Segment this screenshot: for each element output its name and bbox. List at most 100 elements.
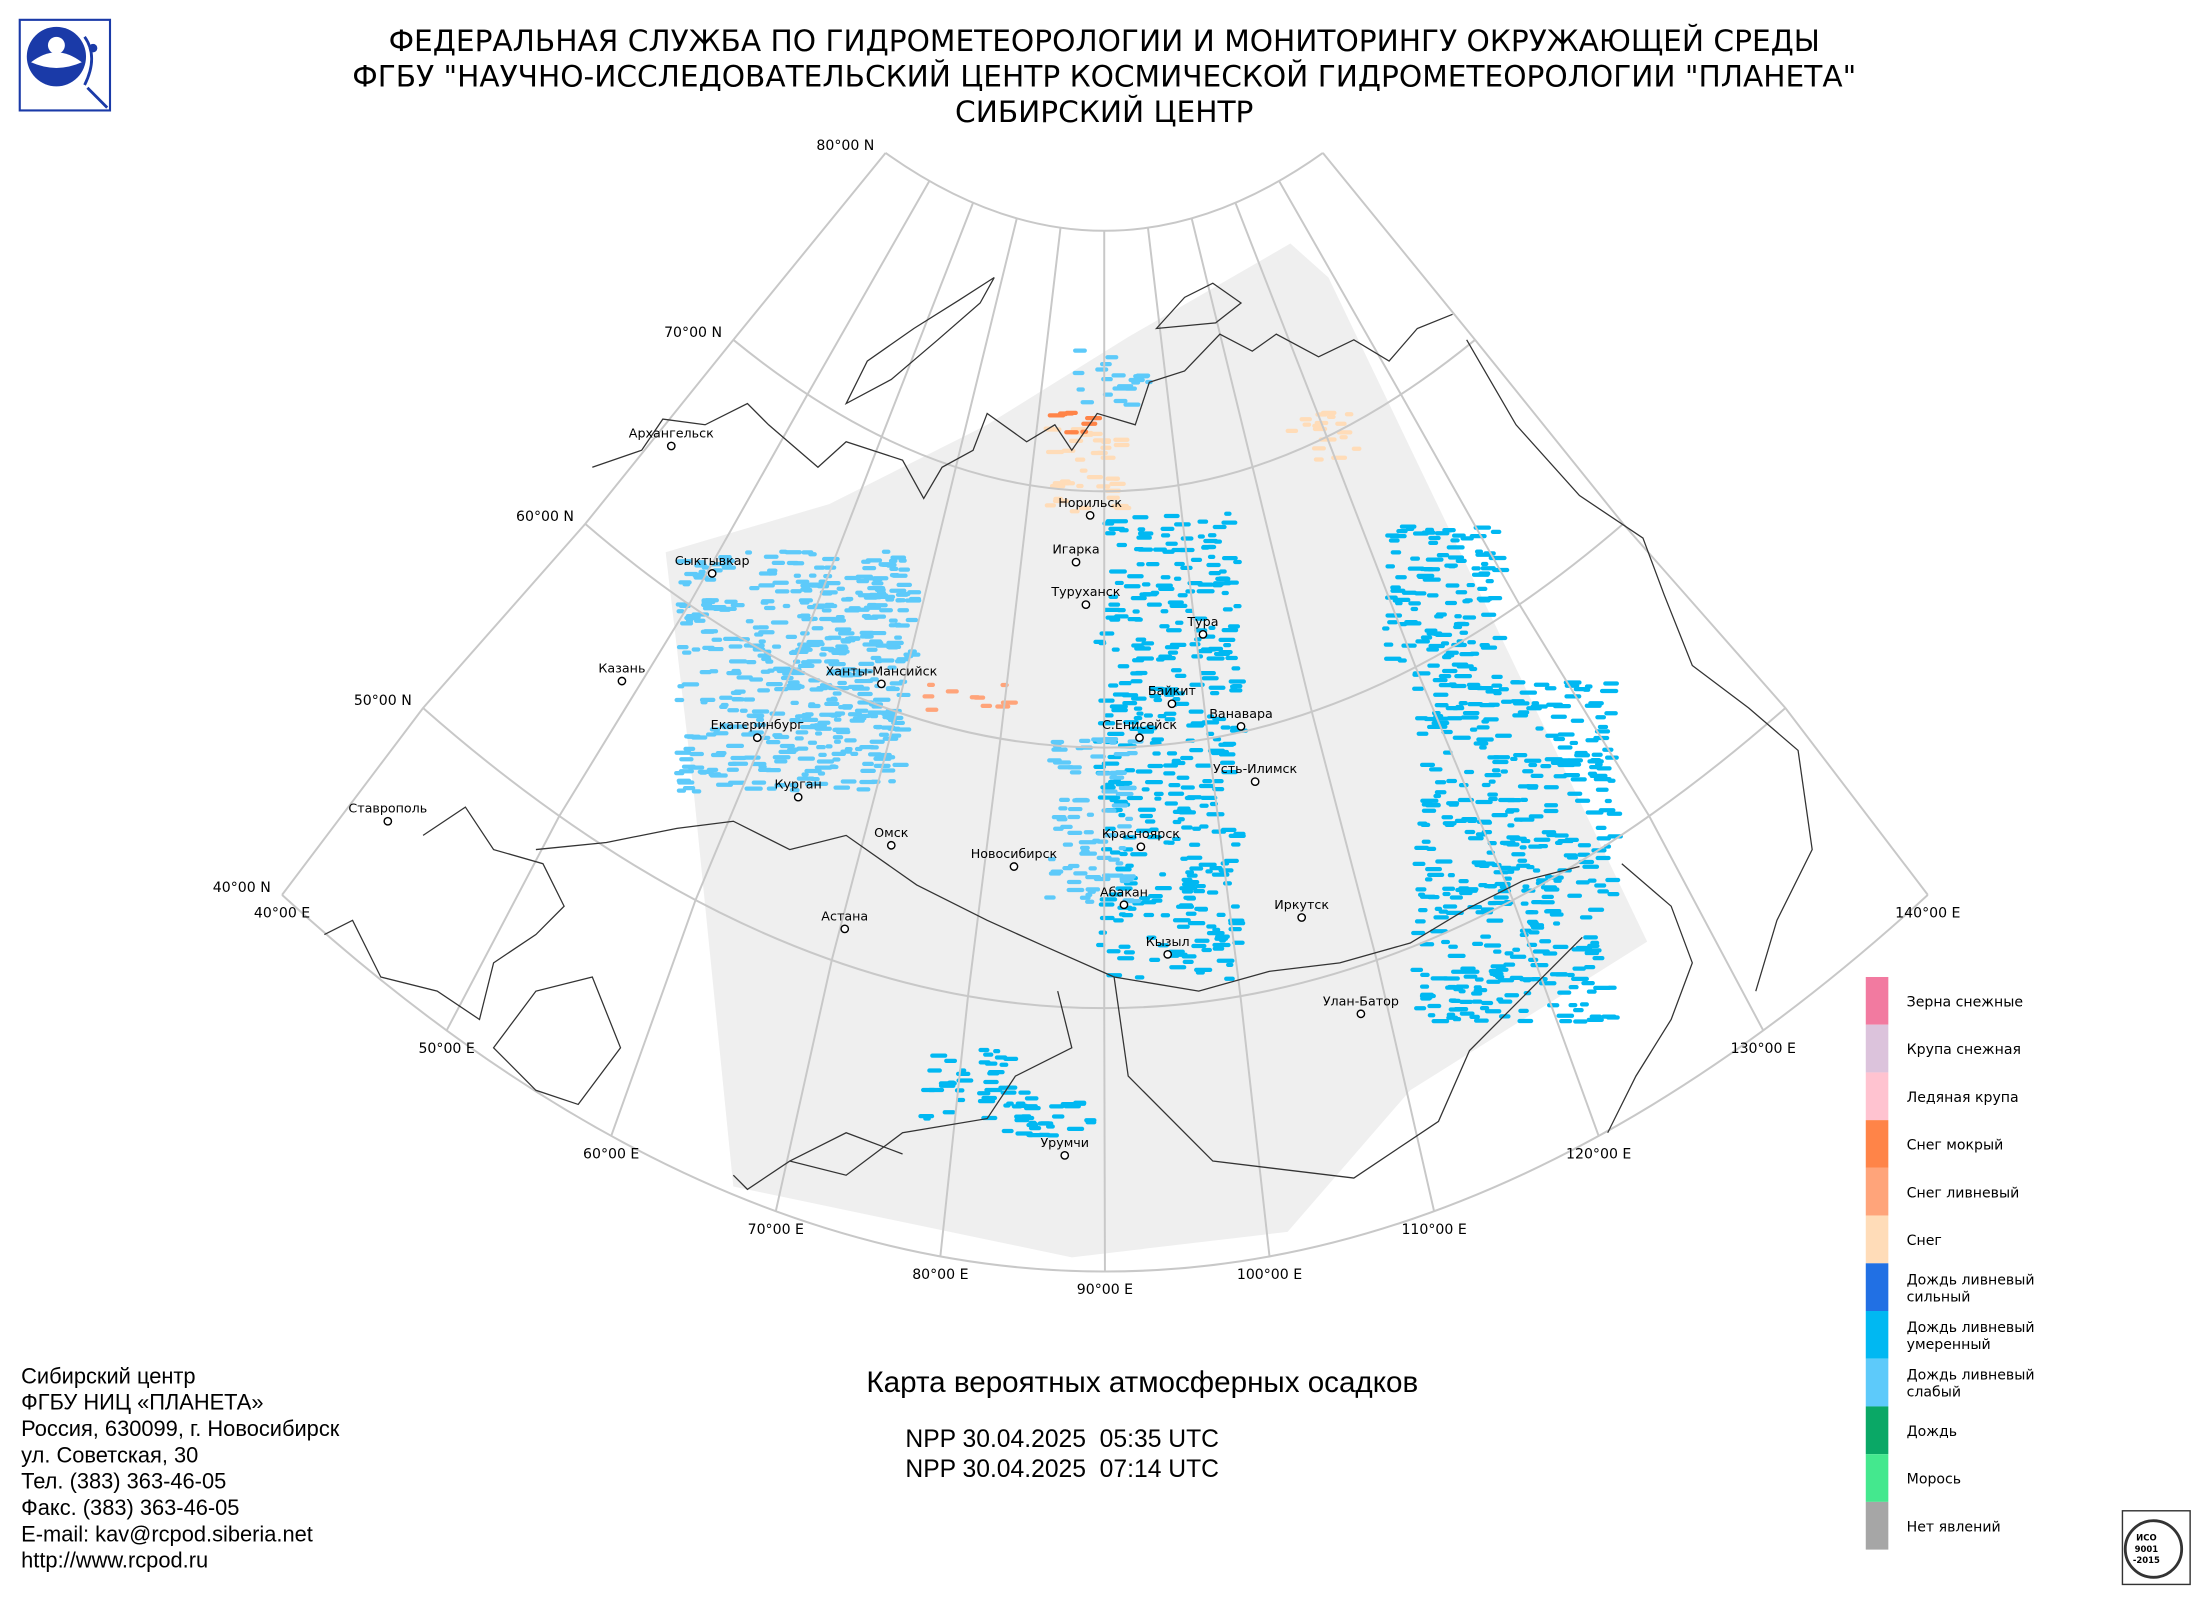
precip-cell bbox=[905, 617, 919, 623]
precip-cell bbox=[1103, 607, 1121, 612]
precip-cell bbox=[1495, 733, 1512, 738]
city-marker bbox=[1009, 862, 1019, 871]
precip-cell bbox=[1528, 762, 1538, 768]
precip-cell bbox=[701, 602, 713, 608]
precip-cell bbox=[1451, 969, 1465, 974]
precip-cell bbox=[795, 647, 813, 652]
longitude-label: 40°00 E bbox=[254, 905, 310, 921]
precip-cell bbox=[1118, 813, 1126, 818]
precip-cell bbox=[681, 682, 700, 687]
precip-cell bbox=[1112, 692, 1130, 697]
precip-cell bbox=[1116, 542, 1128, 548]
precip-cell bbox=[1547, 1003, 1560, 1008]
precip-cell bbox=[1500, 699, 1513, 704]
precip-cell bbox=[1556, 1013, 1575, 1018]
precip-cell bbox=[1477, 586, 1488, 592]
precip-cell bbox=[1458, 989, 1466, 994]
precip-cell bbox=[1206, 714, 1215, 719]
city-label: Красноярск bbox=[1102, 826, 1180, 841]
precip-cell bbox=[1493, 895, 1509, 900]
precip-cell bbox=[867, 602, 878, 608]
precip-cell bbox=[947, 1080, 956, 1085]
precip-cell bbox=[801, 717, 819, 722]
precip-cell bbox=[1519, 690, 1538, 695]
precip-cell bbox=[1395, 601, 1403, 606]
precip-cell bbox=[789, 787, 800, 793]
precip-cell bbox=[1199, 824, 1209, 829]
legend-swatch bbox=[1865, 1406, 1889, 1455]
precip-cell bbox=[1151, 737, 1165, 742]
precip-cell bbox=[1575, 880, 1590, 885]
precip-cell bbox=[1446, 545, 1465, 550]
precip-cell bbox=[885, 686, 900, 692]
precip-cell bbox=[1113, 751, 1131, 757]
precip-cell bbox=[1455, 621, 1467, 626]
precip-cell bbox=[678, 769, 694, 774]
precip-cell bbox=[1302, 422, 1312, 427]
precip-cell bbox=[1426, 647, 1440, 652]
logo bbox=[18, 18, 112, 112]
precip-cell bbox=[1085, 875, 1102, 880]
precip-cell bbox=[1503, 962, 1516, 967]
precip-cell bbox=[1199, 803, 1209, 808]
precip-cell bbox=[1211, 872, 1230, 877]
precip-cell bbox=[1086, 475, 1104, 480]
city-marker bbox=[1085, 511, 1095, 520]
precip-cell bbox=[743, 755, 761, 760]
precip-cell bbox=[888, 618, 898, 623]
precip-cell bbox=[1001, 1128, 1014, 1134]
precip-cell bbox=[1535, 726, 1544, 731]
precip-cell bbox=[907, 590, 922, 595]
precip-cell bbox=[706, 767, 719, 772]
precip-cell bbox=[1222, 881, 1232, 886]
precip-cell bbox=[1155, 583, 1173, 588]
precip-cell bbox=[1135, 373, 1151, 378]
precip-cell bbox=[847, 712, 863, 717]
precip-cell bbox=[720, 562, 732, 567]
precip-cell bbox=[833, 785, 851, 790]
precip-cell bbox=[1073, 1100, 1087, 1105]
precip-cell bbox=[789, 783, 798, 788]
precip-cell bbox=[1530, 962, 1549, 968]
precip-cell bbox=[1447, 555, 1465, 560]
precip-cell bbox=[1589, 1014, 1602, 1019]
precip-cell bbox=[1111, 803, 1129, 808]
precip-cell bbox=[1160, 575, 1171, 580]
precip-cell bbox=[687, 765, 705, 770]
precip-cell bbox=[1553, 833, 1569, 838]
precip-cell bbox=[1108, 892, 1124, 897]
precip-cell bbox=[1143, 713, 1154, 718]
precip-cell bbox=[763, 554, 779, 559]
precip-cell bbox=[1441, 815, 1454, 820]
precip-cell bbox=[1475, 799, 1493, 805]
meridian bbox=[1322, 152, 1929, 896]
precip-cell bbox=[1525, 910, 1539, 915]
precip-cell bbox=[726, 743, 745, 749]
precip-cell bbox=[1474, 977, 1484, 982]
precip-cell bbox=[1491, 813, 1508, 818]
precip-cell bbox=[1498, 865, 1512, 870]
graticule bbox=[281, 152, 1929, 1273]
precip-cell bbox=[1604, 711, 1618, 716]
precip-cell bbox=[1473, 525, 1492, 530]
precip-cell bbox=[1152, 751, 1161, 756]
precip-cell bbox=[1137, 547, 1154, 552]
precip-cell bbox=[1557, 732, 1575, 737]
precip-cell bbox=[1127, 906, 1137, 911]
precip-cell bbox=[1109, 617, 1121, 622]
precip-cell bbox=[1167, 600, 1184, 605]
precip-cell bbox=[866, 647, 878, 652]
precip-cell bbox=[1460, 715, 1479, 720]
precip-cell bbox=[977, 1091, 991, 1096]
precip-cell bbox=[819, 603, 838, 609]
precip-cell bbox=[1061, 448, 1076, 453]
precip-cell bbox=[1448, 998, 1458, 1003]
precip-cell bbox=[1485, 578, 1494, 584]
precip-cell bbox=[1433, 793, 1442, 799]
city-marker bbox=[707, 569, 717, 578]
precip-cell bbox=[978, 1047, 990, 1053]
precip-cell bbox=[1552, 944, 1569, 949]
precip-cell bbox=[1212, 927, 1221, 932]
precip-cell bbox=[859, 634, 874, 639]
precip-cell bbox=[1176, 924, 1190, 929]
